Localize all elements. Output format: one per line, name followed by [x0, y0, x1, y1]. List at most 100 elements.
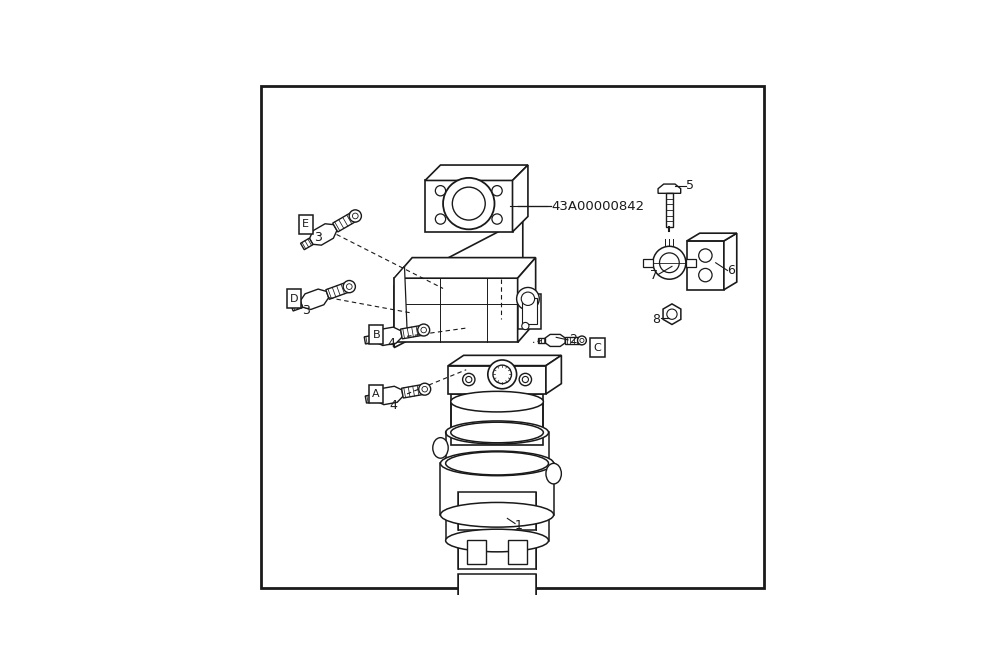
Circle shape	[519, 373, 532, 385]
Text: A: A	[372, 389, 380, 399]
Circle shape	[522, 323, 529, 329]
Text: C: C	[593, 343, 601, 353]
Polygon shape	[364, 335, 375, 344]
Polygon shape	[518, 258, 536, 343]
Bar	[458, 574, 536, 613]
Circle shape	[699, 249, 712, 263]
Circle shape	[488, 360, 517, 389]
Polygon shape	[546, 355, 561, 394]
Ellipse shape	[433, 438, 448, 458]
Bar	[369, 325, 383, 344]
Polygon shape	[375, 386, 403, 405]
Polygon shape	[425, 180, 512, 232]
Circle shape	[517, 287, 539, 310]
Circle shape	[346, 284, 352, 289]
Bar	[666, 193, 673, 226]
Ellipse shape	[446, 421, 549, 444]
Ellipse shape	[451, 422, 543, 443]
Polygon shape	[522, 298, 537, 325]
Polygon shape	[394, 267, 407, 343]
Circle shape	[493, 365, 511, 383]
Circle shape	[492, 214, 502, 224]
Bar	[299, 215, 313, 234]
Text: 3: 3	[302, 303, 310, 317]
Polygon shape	[394, 278, 518, 343]
Ellipse shape	[451, 391, 543, 412]
Bar	[287, 289, 301, 308]
Ellipse shape	[446, 504, 549, 526]
Circle shape	[667, 309, 677, 319]
Circle shape	[463, 373, 475, 385]
Bar	[508, 540, 527, 564]
Circle shape	[435, 186, 446, 196]
Ellipse shape	[546, 464, 561, 484]
Text: 3: 3	[314, 230, 322, 244]
Circle shape	[352, 213, 358, 219]
Polygon shape	[401, 325, 425, 339]
Polygon shape	[687, 233, 737, 241]
Polygon shape	[326, 282, 351, 299]
Polygon shape	[301, 238, 313, 250]
Polygon shape	[724, 233, 737, 290]
Text: 4: 4	[389, 399, 397, 411]
Polygon shape	[512, 165, 528, 232]
Circle shape	[435, 214, 446, 224]
Circle shape	[421, 327, 426, 333]
Polygon shape	[658, 184, 681, 193]
Circle shape	[578, 336, 586, 345]
Circle shape	[522, 377, 528, 383]
Ellipse shape	[446, 529, 549, 552]
Circle shape	[492, 186, 502, 196]
Circle shape	[699, 269, 712, 282]
Polygon shape	[448, 355, 561, 365]
Circle shape	[349, 210, 361, 222]
Polygon shape	[663, 304, 681, 325]
Text: 5: 5	[686, 179, 694, 192]
Bar	[458, 492, 536, 530]
Polygon shape	[545, 335, 565, 347]
Bar	[643, 259, 653, 267]
Text: E: E	[302, 219, 309, 229]
Text: B: B	[372, 330, 380, 340]
Text: 2: 2	[569, 333, 577, 347]
Polygon shape	[365, 394, 376, 403]
Circle shape	[521, 292, 535, 305]
Polygon shape	[394, 258, 536, 278]
Bar	[590, 338, 605, 357]
Polygon shape	[310, 224, 337, 245]
Circle shape	[419, 383, 431, 395]
Polygon shape	[448, 365, 546, 394]
Text: 1: 1	[515, 518, 523, 532]
Circle shape	[422, 386, 428, 392]
Polygon shape	[333, 212, 358, 232]
Text: 6: 6	[727, 264, 735, 277]
Polygon shape	[425, 165, 528, 180]
Circle shape	[466, 377, 472, 383]
Polygon shape	[394, 219, 523, 347]
Circle shape	[343, 281, 355, 293]
Polygon shape	[300, 289, 329, 309]
Circle shape	[443, 178, 494, 229]
Bar	[686, 259, 696, 267]
Polygon shape	[687, 241, 724, 290]
Bar	[369, 385, 383, 403]
Polygon shape	[402, 384, 426, 398]
Ellipse shape	[440, 451, 554, 476]
Circle shape	[418, 324, 430, 336]
Ellipse shape	[446, 452, 549, 475]
Polygon shape	[291, 301, 303, 311]
Polygon shape	[538, 338, 545, 343]
Circle shape	[580, 339, 584, 343]
Polygon shape	[565, 337, 582, 344]
Circle shape	[660, 253, 679, 273]
Text: D: D	[290, 294, 298, 304]
Bar	[451, 394, 543, 446]
Circle shape	[653, 246, 686, 279]
Polygon shape	[374, 327, 402, 345]
Ellipse shape	[440, 502, 554, 527]
Text: 8: 8	[653, 313, 661, 326]
Text: 43A00000842: 43A00000842	[552, 200, 645, 212]
Text: 7: 7	[650, 269, 658, 282]
Bar	[458, 538, 536, 568]
Polygon shape	[518, 294, 541, 329]
